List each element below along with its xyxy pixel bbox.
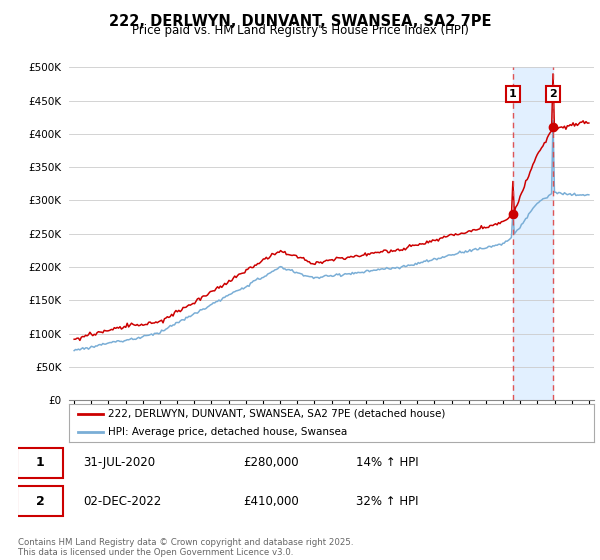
Text: 31-JUL-2020: 31-JUL-2020 [83, 456, 155, 469]
Text: £410,000: £410,000 [244, 494, 299, 507]
Text: 222, DERLWYN, DUNVANT, SWANSEA, SA2 7PE (detached house): 222, DERLWYN, DUNVANT, SWANSEA, SA2 7PE … [109, 409, 446, 419]
Text: 14% ↑ HPI: 14% ↑ HPI [356, 456, 419, 469]
Text: HPI: Average price, detached house, Swansea: HPI: Average price, detached house, Swan… [109, 427, 347, 437]
Text: Price paid vs. HM Land Registry's House Price Index (HPI): Price paid vs. HM Land Registry's House … [131, 24, 469, 37]
Text: £280,000: £280,000 [244, 456, 299, 469]
FancyBboxPatch shape [17, 486, 63, 516]
Text: 32% ↑ HPI: 32% ↑ HPI [356, 494, 419, 507]
Text: 02-DEC-2022: 02-DEC-2022 [83, 494, 161, 507]
FancyBboxPatch shape [17, 448, 63, 478]
Text: 1: 1 [35, 456, 44, 469]
Text: 1: 1 [509, 89, 517, 99]
Text: Contains HM Land Registry data © Crown copyright and database right 2025.
This d: Contains HM Land Registry data © Crown c… [18, 538, 353, 557]
Text: 2: 2 [549, 89, 557, 99]
Text: 222, DERLWYN, DUNVANT, SWANSEA, SA2 7PE: 222, DERLWYN, DUNVANT, SWANSEA, SA2 7PE [109, 14, 491, 29]
Text: 2: 2 [35, 494, 44, 507]
Bar [513, 67, 553, 400]
